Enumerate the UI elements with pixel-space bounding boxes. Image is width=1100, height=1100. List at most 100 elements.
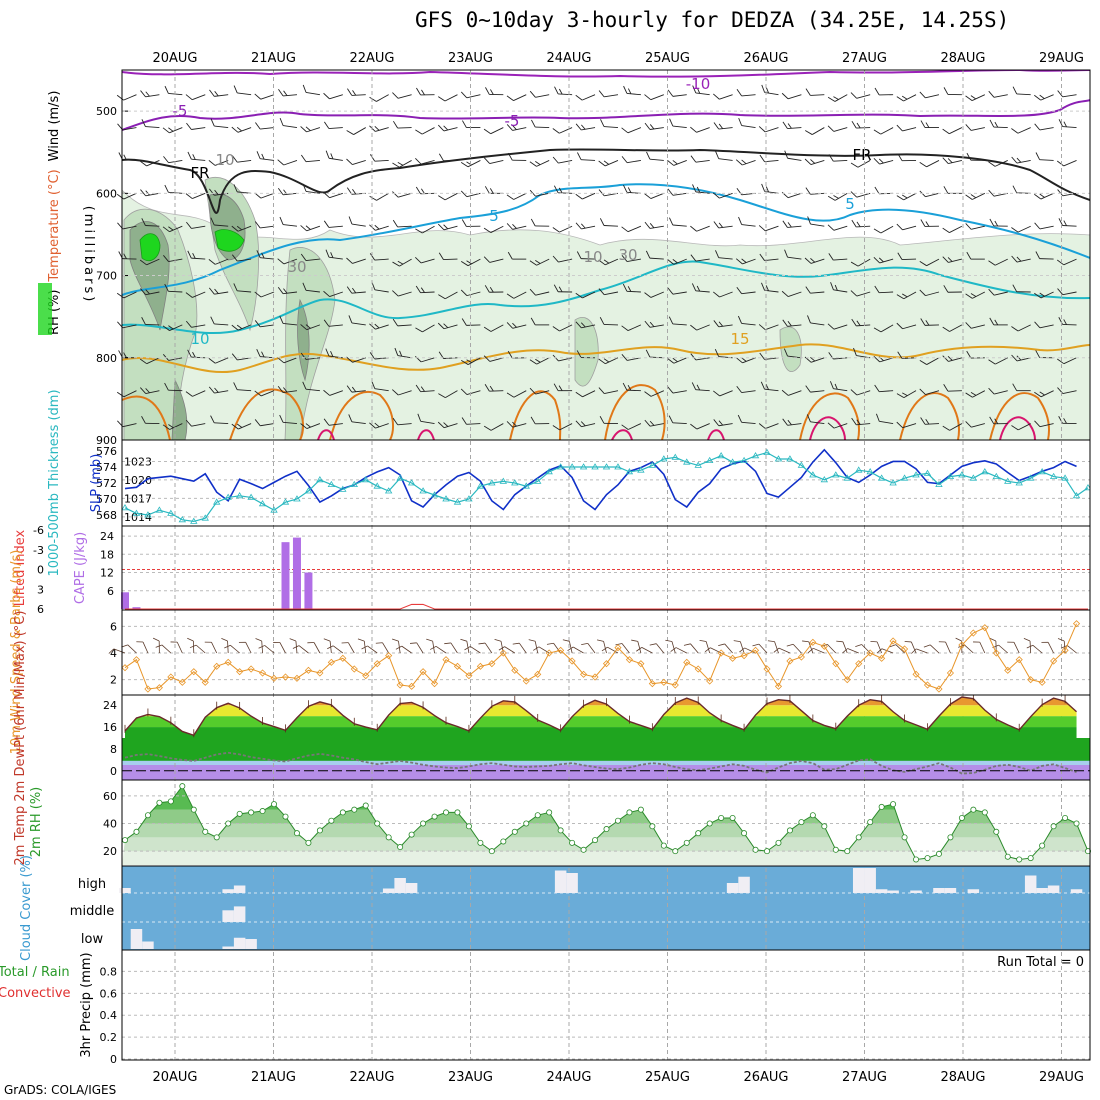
thickness-point	[614, 463, 622, 470]
wind-tick-label: 2	[110, 674, 117, 687]
wind-barb-flag	[672, 160, 678, 165]
wind-barb-staff	[466, 94, 481, 99]
wind-barb-flag	[141, 218, 146, 226]
wind-barb	[667, 160, 687, 166]
wind-barb-flag	[919, 261, 927, 267]
wind-barb-staff	[397, 355, 412, 359]
wind-barb	[690, 353, 710, 361]
wind-speed-point	[259, 669, 267, 677]
wind-barb-staff	[971, 94, 986, 101]
wind-barb-flag	[392, 389, 399, 396]
wind-barb-flag	[896, 223, 903, 231]
wind-speed-point	[614, 644, 622, 652]
wind-barb-flag	[690, 254, 697, 262]
wind-barb-flag	[278, 89, 284, 97]
wind-barb-flag	[621, 255, 628, 262]
wind-barb-flag	[718, 420, 724, 426]
thickness-point	[499, 477, 508, 484]
wind-barb	[782, 418, 802, 426]
wind-barb	[988, 258, 1008, 266]
wind-barb-flag	[535, 259, 541, 264]
wind-barb-flag	[554, 86, 559, 95]
wind-speed-point	[190, 668, 198, 676]
surface-barb-staff	[230, 644, 240, 654]
wind-barb	[529, 357, 550, 365]
wind-barb-staff	[765, 225, 779, 232]
rh-point	[844, 848, 851, 855]
surface-barb-flag	[327, 645, 334, 650]
wind-barb-flag	[277, 385, 284, 393]
wind-speed-point	[511, 666, 519, 674]
surface-barb-staff	[847, 648, 859, 654]
wind-barb-flag	[392, 92, 399, 99]
bottom-date-label: 29AUG	[1039, 1070, 1084, 1085]
wind-barb-staff	[902, 127, 917, 132]
surface-barb-staff	[655, 643, 665, 654]
wind-barb-flag	[942, 256, 949, 263]
wind-barb-flag	[713, 221, 720, 229]
wind-barb-staff	[443, 357, 458, 359]
wind-barb-flag	[392, 261, 400, 267]
wind-barb-staff	[810, 390, 825, 393]
surface-barb-flag	[255, 638, 262, 642]
wind-barb-flag	[965, 223, 972, 230]
wind-barb-flag	[140, 90, 146, 98]
surface-wind-barb	[341, 642, 355, 654]
surface-wind-barb	[923, 644, 940, 654]
wind-barb	[965, 192, 986, 200]
thickness-point	[144, 511, 152, 518]
wind-barb-staff	[627, 258, 641, 262]
wind-barb-flag	[461, 417, 467, 425]
surface-barb-flag	[357, 638, 365, 642]
wind-barb-flag	[305, 423, 311, 428]
wind-barb	[415, 324, 435, 333]
wind-barb	[598, 357, 619, 365]
surface-barb-flag	[478, 642, 486, 645]
wind-barb-staff	[810, 322, 825, 326]
wind-speed-point	[1004, 666, 1012, 674]
wind-tick-label: 4	[110, 647, 117, 660]
wind-barb-staff	[351, 223, 366, 227]
page-title: GFS 0~10day 3-hourly for DEDZA (34.25E, …	[415, 8, 1010, 32]
surface-barb-flag	[923, 644, 931, 648]
thickness-point	[407, 479, 416, 486]
wind-barb-staff	[1040, 390, 1054, 398]
wind-barb-staff	[1040, 94, 1054, 101]
wind-barb-staff	[1039, 423, 1054, 428]
wind-barb-flag	[965, 95, 973, 101]
wind-barb-staff	[742, 160, 756, 166]
wind-barb	[141, 317, 160, 326]
wind-barb-staff	[811, 127, 825, 135]
wind-speed-point	[809, 638, 817, 646]
wind-barb-flag	[483, 128, 491, 135]
wind-barb-flag	[210, 316, 215, 325]
surface-barb-staff	[744, 647, 756, 654]
wind-barb-flag	[759, 154, 765, 162]
wind-barb	[483, 127, 504, 135]
wind-barb-staff	[879, 357, 894, 363]
wind-barb-flag	[1057, 358, 1065, 365]
wind-barb	[506, 421, 527, 428]
wind-barb-staff	[1017, 324, 1031, 332]
surface-wind-barb	[767, 640, 779, 654]
wind-speed-point	[981, 624, 989, 632]
wind-barb-flag	[535, 358, 541, 363]
wind-barb-staff	[1039, 225, 1054, 230]
wind-barb-flag	[621, 325, 629, 331]
wind-barb	[506, 192, 527, 200]
wind-barb	[668, 316, 687, 326]
wind-barb-flag	[369, 253, 376, 261]
precip-total-rain-label: Total / Rain	[0, 965, 70, 980]
wind-barb-flag	[1012, 185, 1018, 194]
wind-barb-staff	[145, 94, 160, 98]
wind-speed-point	[637, 660, 645, 668]
wind-barb-flag	[330, 351, 334, 357]
wind-barb-flag	[598, 189, 605, 197]
wind-barb-flag	[897, 351, 903, 359]
rh-point	[328, 817, 335, 824]
thickness-point	[877, 474, 886, 481]
surface-wind-barb	[464, 646, 481, 654]
ua-tick-label: 700	[96, 270, 117, 283]
wind-barb-flag	[622, 382, 628, 391]
wind-barb	[761, 84, 779, 96]
